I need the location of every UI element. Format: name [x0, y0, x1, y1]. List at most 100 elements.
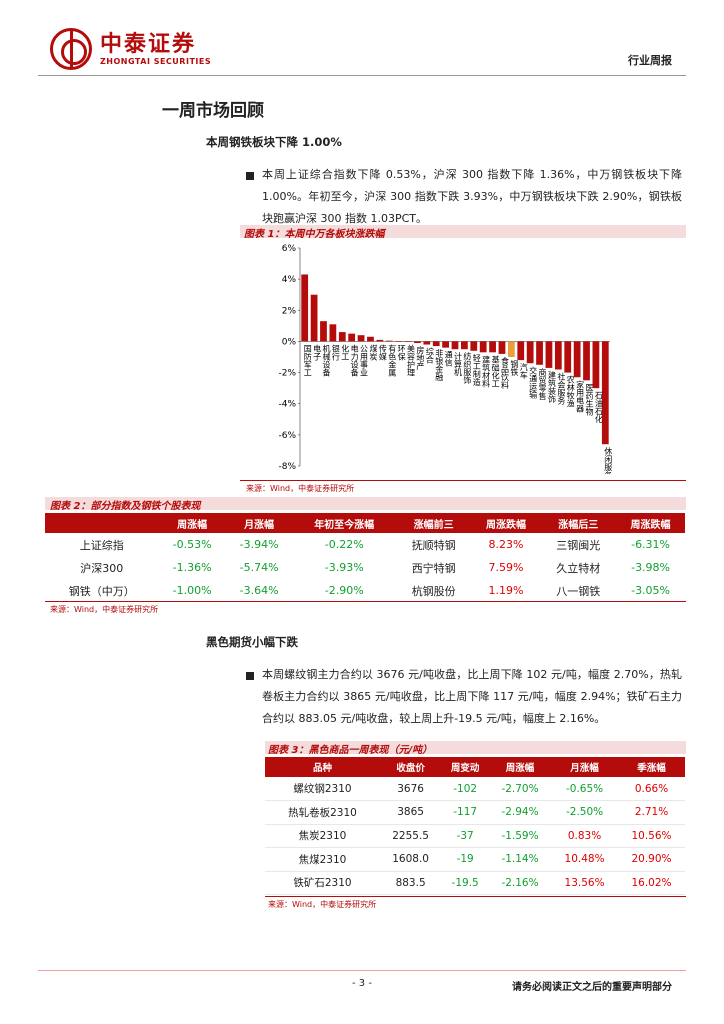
table-cell: -3.64%: [239, 584, 279, 597]
x-category-label: 休闲服务: [604, 446, 613, 474]
x-category-label: 农林牧渔: [566, 375, 575, 408]
table-cell: 20.90%: [618, 847, 685, 872]
table-cell: 10.48%: [551, 847, 619, 872]
table-cell: -5.74%: [239, 561, 279, 574]
bar-商贸零售: [536, 341, 543, 365]
t2-header-cell: 涨幅前三: [395, 513, 472, 533]
table-cell: 3676: [379, 777, 442, 801]
subsection-title-futures: 黑色期货小幅下跌: [206, 635, 298, 649]
table-cell: 16.02%: [618, 871, 685, 895]
x-category-label: 社会服务: [557, 371, 566, 405]
table-cell: -2.90%: [324, 584, 364, 597]
x-category-label: 汽车: [519, 362, 528, 380]
table-cell: 螺纹钢2310: [265, 777, 380, 801]
table-cell: -6.31%: [631, 538, 671, 551]
table-cell: 0.83%: [551, 824, 619, 848]
x-category-label: 交通运输: [529, 365, 538, 399]
table-cell: 0.66%: [618, 777, 685, 801]
t3-header-cell: 月涨幅: [551, 757, 619, 777]
figure3-source: 来源：Wind，中泰证券研究所: [268, 900, 377, 909]
y-tick-label: 2%: [282, 306, 297, 316]
bar-综合: [423, 341, 431, 345]
t3-header-cell: 周变动: [441, 757, 489, 777]
table-cell: 焦炭2310: [265, 824, 380, 848]
table-cell: 焦煤2310: [265, 847, 380, 872]
bullet-icon: [246, 172, 254, 180]
table-cell: 1.19%: [488, 584, 524, 597]
x-category-label: 银行: [331, 343, 340, 361]
y-tick-label: 4%: [282, 275, 297, 285]
t2-header-cell: [45, 513, 159, 533]
x-category-label: 石油石化: [594, 391, 603, 424]
y-tick-label: 0%: [282, 337, 297, 347]
t3-header-cell: 收盘价: [379, 757, 442, 777]
table-cell: 8.23%: [488, 538, 524, 551]
table-cell: -3.93%: [324, 561, 364, 574]
table-cell: -2.70%: [488, 777, 552, 801]
x-category-label: 煤炭: [369, 343, 378, 361]
table-row: 铁矿石2310 883.5 -19.5 -2.16% 13.56% 16.02%: [265, 871, 685, 895]
figure1-source: 来源：Wind，中泰证券研究所: [246, 484, 355, 493]
bar-通信: [442, 341, 449, 348]
table-cell: -0.65%: [551, 777, 619, 801]
logo-mark-icon: [50, 28, 92, 70]
paragraph-index-summary: 本周上证综合指数下降 0.53%，沪深 300 指数下降 1.36%，中万钢铁板…: [262, 168, 682, 225]
header-divider: [38, 75, 686, 76]
t2-header-cell: 年初至今涨幅: [292, 513, 396, 533]
table-cell: 上证综指: [79, 538, 124, 552]
subsection-title-steel: 本周钢铁板块下降 1.00%: [206, 135, 342, 149]
table-cell: -1.59%: [488, 824, 552, 848]
x-category-label: 公用事业: [360, 344, 369, 376]
footer-divider: [38, 970, 686, 971]
table-cell: 钢铁（中万）: [68, 584, 135, 598]
x-category-label: 有色金属: [388, 343, 397, 377]
table-cell: -0.22%: [324, 538, 364, 551]
table-cell: -37: [441, 824, 489, 848]
x-category-label: 国防军工: [303, 344, 312, 376]
t3-header-cell: 季涨幅: [618, 757, 685, 777]
x-category-label: 非银金融: [435, 348, 444, 382]
bar-交通运输: [526, 341, 534, 364]
table-cell: 八一钢铁: [556, 584, 601, 598]
section-title: 一周市场回顾: [162, 101, 264, 121]
x-category-label: 房地产: [416, 345, 425, 371]
t3-header-cell: 品种: [265, 757, 380, 777]
report-type: 行业周报: [628, 54, 672, 67]
x-category-label: 电子: [313, 343, 322, 360]
t2-header-cell: 周涨跌幅: [616, 513, 685, 533]
t2-header-cell: 月涨幅: [225, 513, 293, 533]
table-cell: 抚顺特钢: [411, 538, 456, 552]
x-category-label: 食品饮料: [500, 356, 509, 390]
bar-基础化工: [489, 341, 496, 353]
x-category-label: 通信: [444, 350, 453, 368]
bar-建筑装饰: [545, 341, 553, 368]
table-cell: -3.94%: [239, 538, 279, 551]
figure2-title: 图表 2：部分指数及钢铁个股表现: [50, 501, 201, 512]
x-category-label: 基础化工: [491, 354, 500, 387]
bar-建筑材料: [479, 341, 487, 353]
t3-header-cell: 周涨幅: [488, 757, 552, 777]
y-tick-label: -6%: [278, 431, 296, 441]
bar-食品饮料: [498, 341, 506, 354]
figure3-title-bar: [265, 741, 686, 754]
x-category-label: 传媒: [378, 343, 387, 361]
table-cell: 1608.0: [379, 847, 442, 872]
x-category-label: 机械设备: [322, 343, 331, 377]
logo-name-en: ZHONGTAI SECURITIES: [100, 56, 212, 66]
table-cell: -0.53%: [172, 538, 212, 551]
y-tick-label: -2%: [278, 369, 296, 379]
figure2-bottom-rule: [45, 601, 686, 602]
bar-汽车: [517, 341, 525, 361]
bar-钢铁: [507, 341, 515, 357]
y-tick-label: -8%: [278, 462, 296, 472]
table-cell: -1.14%: [488, 847, 552, 872]
table-cell: -102: [441, 777, 489, 801]
table-cell: -2.16%: [488, 871, 552, 895]
bar-传媒: [376, 339, 384, 342]
bar-房地产: [414, 341, 421, 343]
bar-有色金属: [385, 340, 393, 342]
x-category-label: 建筑材料: [482, 354, 491, 388]
x-category-label: 化工: [341, 343, 350, 360]
figure1-title: 图表 1：本周中万各板块涨跌幅: [244, 229, 385, 240]
x-category-label: 医药生物: [585, 383, 594, 416]
